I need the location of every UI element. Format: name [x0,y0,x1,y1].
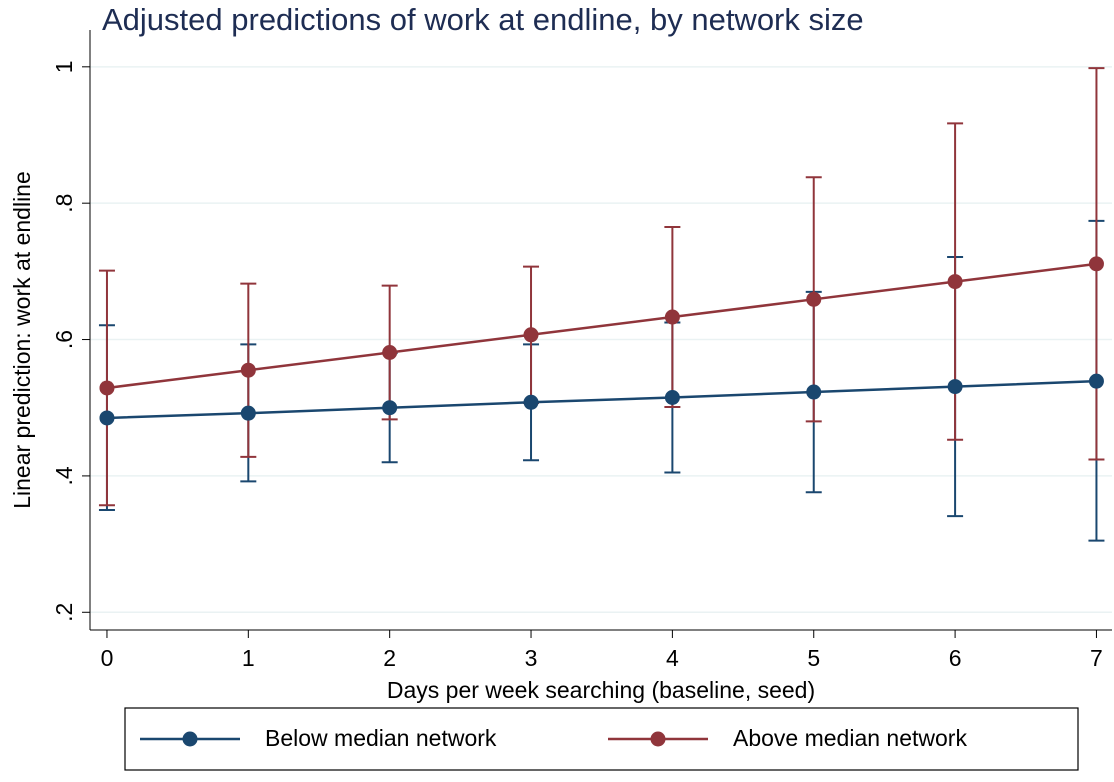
legend-box [124,707,1079,771]
x-tick-label: 2 [383,645,396,671]
legend-label: Below median network [265,725,497,751]
point [99,380,115,396]
x-tick-label: 5 [807,645,820,671]
legend-marker [650,731,666,747]
x-tick-label: 1 [242,645,255,671]
legend-label: Above median network [733,725,967,751]
point [664,309,680,325]
point [240,362,256,378]
point [664,390,680,405]
series-line [106,262,1097,390]
y-axis-label: Linear prediction: work at endline [9,171,35,509]
point [806,291,822,307]
point [382,345,398,360]
chart-title: Adjusted predictions of work at endline,… [102,2,864,37]
point [382,400,398,416]
x-tick-label: 6 [949,645,962,671]
y-tick-label: .4 [51,466,77,485]
y-tick-label: .6 [51,330,77,349]
x-tick-label: 7 [1090,645,1103,671]
point [1088,373,1104,389]
x-axis-label: Days per week searching (baseline, seed) [387,677,815,703]
point [1088,256,1104,272]
point [240,405,256,421]
legend-marker [182,731,198,747]
series-line [106,379,1097,420]
point [806,384,822,400]
y-tick-label: .8 [51,194,77,213]
point [947,379,963,395]
point [947,274,963,290]
x-tick-label: 3 [525,645,538,671]
x-tick-label: 0 [101,645,114,671]
point [99,410,115,426]
point [523,327,539,343]
y-tick-label: .2 [51,603,77,622]
y-tick-label: 1 [51,60,77,73]
point [523,394,539,410]
x-tick-label: 4 [666,645,679,671]
